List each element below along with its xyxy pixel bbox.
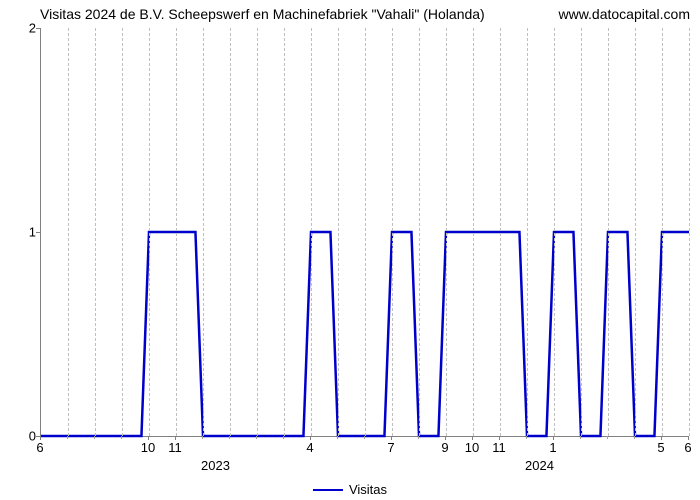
x-tick-label: 6 — [36, 440, 43, 455]
grid-line — [554, 28, 555, 436]
x-tick-label: 4 — [306, 440, 313, 455]
x-minor-tick — [67, 436, 68, 439]
grid-line — [392, 28, 393, 436]
y-tick-mark — [36, 232, 40, 233]
grid-line — [527, 28, 528, 436]
watermark: www.datocapital.com — [558, 6, 690, 22]
x-year-label: 2023 — [201, 458, 230, 473]
x-minor-tick — [283, 436, 284, 439]
x-tick-label: 11 — [492, 440, 506, 455]
grid-line — [68, 28, 69, 436]
x-year-label: 2024 — [525, 458, 554, 473]
x-tick-label: 1 — [549, 440, 556, 455]
legend-label: Visitas — [349, 482, 387, 497]
x-minor-tick — [607, 436, 608, 439]
grid-line — [203, 28, 204, 436]
x-minor-tick — [202, 436, 203, 439]
x-minor-tick — [256, 436, 257, 439]
legend: Visitas — [313, 482, 387, 497]
grid-line — [581, 28, 582, 436]
plot-area — [40, 28, 689, 437]
grid-line — [365, 28, 366, 436]
grid-line — [608, 28, 609, 436]
x-minor-tick — [526, 436, 527, 439]
x-minor-tick — [634, 436, 635, 439]
x-tick-label: 6 — [684, 440, 691, 455]
grid-line — [122, 28, 123, 436]
grid-line — [176, 28, 177, 436]
x-tick-label: 10 — [465, 440, 479, 455]
y-tick-label: 2 — [16, 21, 36, 36]
x-minor-tick — [580, 436, 581, 439]
grid-line — [149, 28, 150, 436]
x-minor-tick — [337, 436, 338, 439]
grid-line — [257, 28, 258, 436]
grid-line — [635, 28, 636, 436]
grid-line — [311, 28, 312, 436]
grid-line — [689, 28, 690, 436]
legend-line-icon — [313, 489, 343, 491]
x-tick-label: 10 — [141, 440, 155, 455]
y-tick-label: 0 — [16, 429, 36, 444]
grid-line — [338, 28, 339, 436]
x-tick-label: 11 — [168, 440, 182, 455]
grid-line — [95, 28, 96, 436]
grid-line — [284, 28, 285, 436]
grid-line — [419, 28, 420, 436]
x-minor-tick — [94, 436, 95, 439]
y-tick-mark — [36, 28, 40, 29]
y-tick-label: 1 — [16, 225, 36, 240]
x-minor-tick — [418, 436, 419, 439]
x-minor-tick — [229, 436, 230, 439]
grid-line — [446, 28, 447, 436]
grid-line — [230, 28, 231, 436]
grid-line — [473, 28, 474, 436]
x-minor-tick — [121, 436, 122, 439]
x-tick-label: 5 — [657, 440, 664, 455]
x-minor-tick — [364, 436, 365, 439]
grid-line — [500, 28, 501, 436]
x-tick-label: 9 — [441, 440, 448, 455]
chart-title: Visitas 2024 de B.V. Scheepswerf en Mach… — [40, 6, 485, 22]
grid-line — [662, 28, 663, 436]
x-tick-label: 7 — [387, 440, 394, 455]
